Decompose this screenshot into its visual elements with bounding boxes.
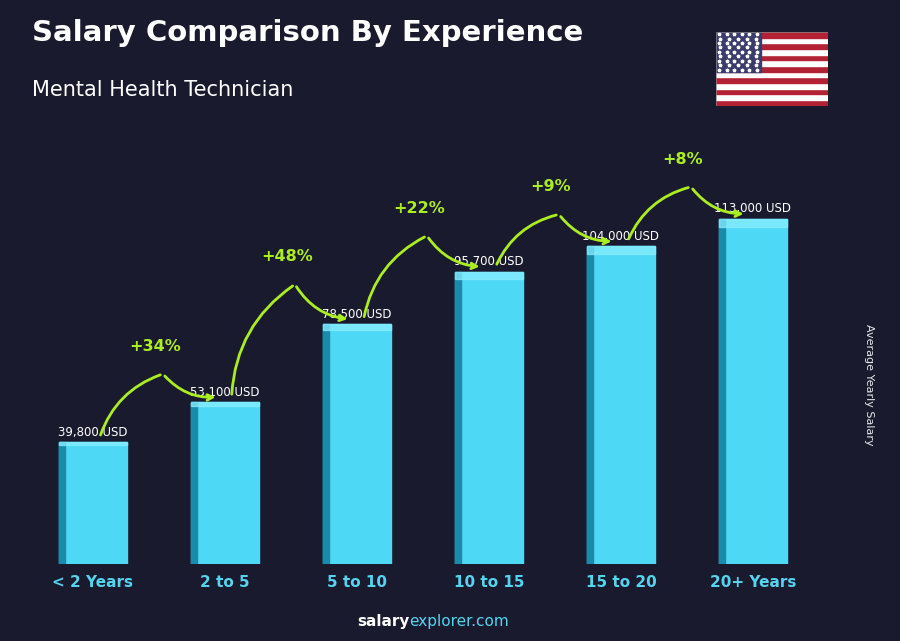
- Bar: [191, 402, 259, 564]
- Text: 78,500 USD: 78,500 USD: [322, 308, 392, 321]
- Bar: [454, 272, 523, 279]
- Text: salary: salary: [357, 615, 410, 629]
- Bar: [323, 324, 328, 564]
- Bar: [716, 44, 828, 49]
- Bar: [716, 94, 828, 100]
- Bar: [719, 219, 788, 564]
- Bar: [719, 219, 788, 228]
- Bar: [716, 78, 828, 83]
- Text: Average Yearly Salary: Average Yearly Salary: [863, 324, 874, 445]
- Bar: [719, 219, 724, 564]
- Text: 113,000 USD: 113,000 USD: [715, 203, 791, 215]
- Bar: [58, 442, 127, 445]
- Bar: [716, 32, 828, 38]
- Bar: [587, 246, 593, 564]
- Bar: [191, 402, 259, 406]
- Bar: [716, 60, 828, 66]
- Bar: [587, 246, 655, 254]
- Bar: [716, 72, 828, 78]
- Text: +9%: +9%: [531, 179, 572, 194]
- Bar: [716, 83, 828, 88]
- Bar: [454, 272, 461, 564]
- Bar: [323, 324, 392, 564]
- Text: 104,000 USD: 104,000 USD: [582, 230, 660, 243]
- Bar: [587, 246, 655, 564]
- Bar: [58, 442, 127, 564]
- Text: 39,800 USD: 39,800 USD: [58, 426, 128, 439]
- Bar: [716, 88, 828, 94]
- Bar: [716, 66, 828, 72]
- Bar: [454, 272, 523, 564]
- Bar: [323, 324, 392, 330]
- Bar: [716, 32, 760, 72]
- Text: +48%: +48%: [261, 249, 313, 265]
- Text: Mental Health Technician: Mental Health Technician: [32, 80, 293, 100]
- Text: explorer.com: explorer.com: [410, 615, 509, 629]
- Text: 95,700 USD: 95,700 USD: [454, 255, 524, 269]
- Bar: [716, 38, 828, 44]
- Bar: [716, 54, 828, 60]
- Bar: [716, 100, 828, 106]
- Bar: [58, 442, 65, 564]
- Bar: [716, 49, 828, 54]
- Text: 53,100 USD: 53,100 USD: [190, 386, 260, 399]
- Text: +8%: +8%: [662, 152, 704, 167]
- Text: +22%: +22%: [393, 201, 445, 216]
- Text: Salary Comparison By Experience: Salary Comparison By Experience: [32, 19, 583, 47]
- Bar: [191, 402, 197, 564]
- Text: +34%: +34%: [130, 339, 181, 354]
